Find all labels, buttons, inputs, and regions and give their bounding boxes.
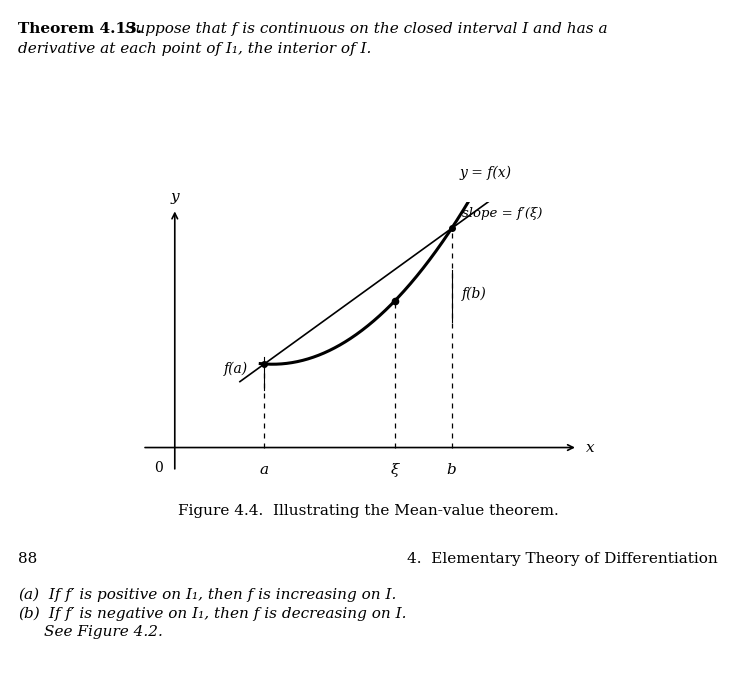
Text: Theorem 4.13.: Theorem 4.13. (18, 22, 142, 36)
Text: slope = f′(ξ): slope = f′(ξ) (461, 207, 542, 220)
Text: See Figure 4.2.: See Figure 4.2. (44, 625, 163, 639)
Text: a: a (260, 463, 269, 477)
Text: 0: 0 (155, 461, 163, 475)
Text: Suppose that f is continuous on the closed interval I and has a: Suppose that f is continuous on the clos… (120, 22, 608, 36)
Text: f(a): f(a) (224, 361, 248, 376)
Text: y: y (171, 190, 179, 204)
Text: y = f(x): y = f(x) (460, 166, 512, 180)
Text: 88: 88 (18, 552, 38, 566)
Text: b: b (447, 463, 456, 477)
Text: If f′ is negative on I₁, then f is decreasing on I.: If f′ is negative on I₁, then f is decre… (44, 607, 406, 621)
Text: 4.  Elementary Theory of Differentiation: 4. Elementary Theory of Differentiation (407, 552, 718, 566)
Text: (b): (b) (18, 607, 40, 621)
Text: derivative at each point of I₁, the interior of I.: derivative at each point of I₁, the inte… (18, 42, 372, 56)
Text: f(b): f(b) (461, 287, 486, 301)
Text: (a): (a) (18, 588, 39, 602)
Text: ξ: ξ (390, 463, 399, 477)
Text: If f′ is positive on I₁, then f is increasing on I.: If f′ is positive on I₁, then f is incre… (44, 588, 397, 602)
Text: Figure 4.4.  Illustrating the Mean-value theorem.: Figure 4.4. Illustrating the Mean-value … (177, 504, 559, 518)
Text: x: x (586, 441, 595, 454)
